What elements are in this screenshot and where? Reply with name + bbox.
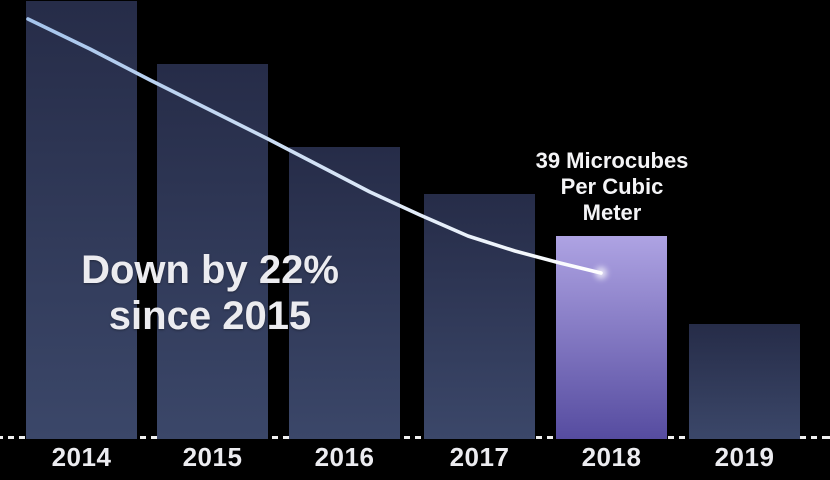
year-label-2015: 2015 bbox=[182, 442, 243, 472]
x-axis-dashed-baseline bbox=[0, 436, 830, 439]
year-label-2014: 2014 bbox=[51, 442, 112, 472]
year-label-2017: 2017 bbox=[449, 442, 510, 472]
bar-2019 bbox=[689, 324, 800, 439]
year-label-2016: 2016 bbox=[314, 442, 375, 472]
year-label-2019: 2019 bbox=[714, 442, 775, 472]
callout-line-2: since 2015 bbox=[108, 294, 312, 338]
year-label-2018: 2018 bbox=[581, 442, 642, 472]
